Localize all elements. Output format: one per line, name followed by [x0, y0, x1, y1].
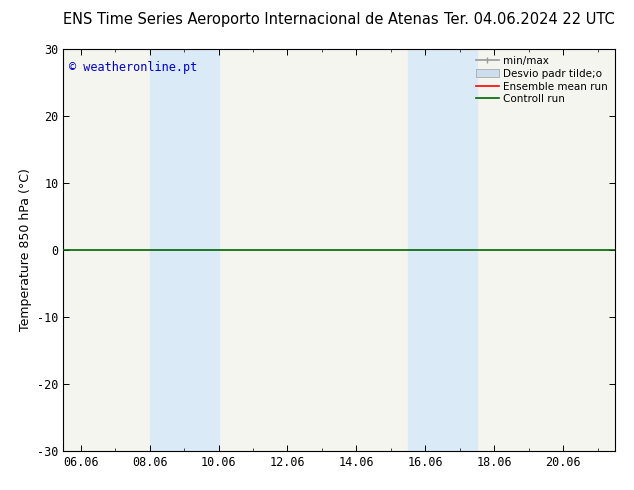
- Text: Ter. 04.06.2024 22 UTC: Ter. 04.06.2024 22 UTC: [444, 12, 615, 27]
- Text: © weatheronline.pt: © weatheronline.pt: [69, 61, 197, 74]
- Bar: [184, 49, 219, 451]
- Bar: [443, 49, 477, 451]
- Bar: [408, 49, 443, 451]
- Text: ENS Time Series Aeroporto Internacional de Atenas: ENS Time Series Aeroporto Internacional …: [63, 12, 439, 27]
- Legend: min/max, Desvio padr tilde;o, Ensemble mean run, Controll run: min/max, Desvio padr tilde;o, Ensemble m…: [474, 54, 610, 106]
- Bar: [150, 49, 184, 451]
- Y-axis label: Temperature 850 hPa (°C): Temperature 850 hPa (°C): [18, 169, 32, 331]
